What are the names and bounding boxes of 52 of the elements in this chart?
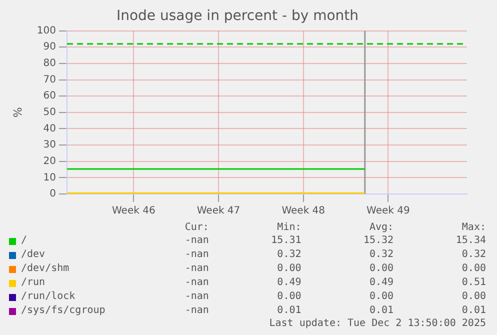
y-tick-label: 40 — [43, 123, 56, 134]
legend-label: / — [20, 234, 28, 248]
text: 0.01 — [368, 304, 394, 318]
text: 0.32 — [460, 248, 486, 262]
x-tick-label: Week 48 — [282, 206, 326, 217]
text: 0.00 — [460, 290, 486, 304]
y-tick-label: 90 — [43, 42, 56, 53]
y-tick-label: 20 — [43, 156, 56, 167]
text: Last update: Tue Dec 2 13:50:00 2025 — [268, 318, 486, 330]
text: 0.51 — [460, 276, 486, 290]
text: -nan — [184, 262, 209, 276]
y-tick-label: 80 — [43, 58, 56, 70]
x-tick-label: Week 47 — [196, 206, 240, 217]
y-tick-label: 30 — [43, 140, 56, 151]
text: 0.49 — [276, 276, 302, 290]
text: 0.00 — [460, 262, 486, 276]
text: Min: — [276, 222, 302, 234]
chart-title: Inode usage in percent - by month — [116, 8, 359, 24]
text: 0.00 — [368, 290, 394, 304]
text: 0.00 — [276, 262, 302, 276]
text: 15.34 — [454, 234, 486, 248]
text: -nan — [184, 248, 209, 262]
text: Max: — [460, 222, 486, 234]
y-tick-label: 10 — [43, 172, 56, 184]
y-tick-label: 100 — [36, 25, 56, 36]
text: 15.31 — [270, 234, 302, 248]
text: 15.32 — [362, 234, 394, 248]
text: -nan — [184, 290, 209, 304]
legend-label: /sys/fs/cgroup — [20, 304, 106, 318]
text: Cur: — [184, 222, 209, 234]
legend-label: /dev/shm — [20, 262, 70, 276]
text: -nan — [184, 304, 209, 318]
text: -nan — [184, 234, 209, 248]
y-tick-label: 50 — [43, 106, 56, 118]
legend-label: /run — [20, 276, 46, 290]
text: 0.00 — [276, 290, 302, 304]
x-tick-label: Week 46 — [112, 206, 156, 217]
legend-label: /run/lock — [20, 290, 76, 304]
text: 0.01 — [276, 304, 302, 318]
text: 0.32 — [368, 248, 394, 262]
y-tick-label: 70 — [43, 74, 56, 86]
y-tick-label: 0 — [50, 188, 56, 200]
y-tick-label: 60 — [43, 90, 56, 102]
text: 0.01 — [460, 304, 486, 318]
text: 0.00 — [368, 262, 394, 276]
text: 0.32 — [276, 248, 302, 262]
x-tick-label: Week 49 — [366, 206, 410, 217]
text: Avg: — [368, 222, 394, 234]
text: -nan — [184, 276, 209, 290]
text: 0.49 — [368, 276, 394, 290]
legend-label: /dev — [20, 248, 46, 262]
y-axis-title: % — [11, 107, 24, 118]
